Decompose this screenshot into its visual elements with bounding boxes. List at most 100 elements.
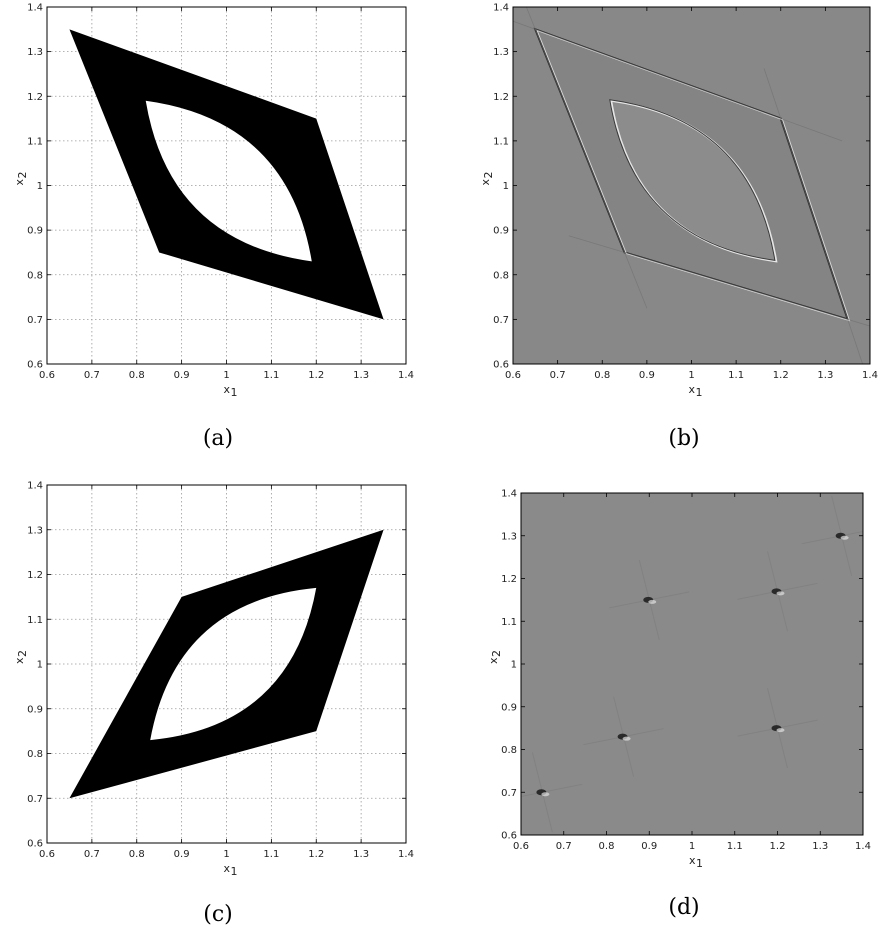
- y-tick-label: 1.3: [501, 531, 517, 542]
- hole-edge-shadow: [609, 99, 776, 261]
- y-tick-label: 1.4: [501, 489, 517, 500]
- x-tick-label: 0.9: [639, 370, 655, 381]
- subplot-a: 0.6 0.7 0.8 0.9 1 1.1 1.2 1.3 1.4 0.6 0.7 0.8 0.9 1 1.…: [13, 3, 414, 452]
- x-tick-label: 1: [689, 841, 695, 852]
- corner-point-light: [622, 736, 631, 741]
- x-tick-label: 0.7: [550, 370, 566, 381]
- x-tick-label: 0.6: [513, 841, 529, 852]
- y-tick-label: 0.7: [501, 788, 517, 799]
- y-tick-label: 0.8: [27, 270, 43, 281]
- y-axis-label-subscript: 2: [16, 172, 29, 179]
- y-tick-label: 1: [503, 181, 509, 192]
- y-axis-label-subscript: 2: [16, 650, 29, 657]
- y-tick-label: 1.4: [27, 3, 43, 14]
- corner-point-light: [776, 591, 785, 596]
- x-tick-label: 0.6: [39, 370, 55, 381]
- y-tick-label: 1: [37, 181, 43, 192]
- y-tick-label: 1.3: [27, 525, 43, 536]
- y-tick-label: 0.6: [27, 839, 43, 850]
- y-axis-label-subscript: 2: [490, 650, 503, 657]
- outer-edge-highlight: [536, 29, 851, 322]
- subplot-b: 0.6 0.7 0.8 0.9 1 1.1 1.2 1.3 1.4 0.6 0.7 0.8 0.9 1 1.…: [479, 3, 878, 452]
- x-tick-label: 1.2: [308, 849, 324, 860]
- x-tick-label: 1: [223, 370, 229, 381]
- x-tick-label: 1.3: [817, 370, 833, 381]
- y-tick-label: 0.9: [493, 226, 509, 237]
- x-axis-label: x: [224, 383, 231, 396]
- subplot-d: 0.6 0.7 0.8 0.9 1 1.1 1.2 1.3 1.4 0.6 0.7 0.8 0.9 1 1.…: [487, 489, 871, 921]
- y-tick-label: 0.9: [27, 226, 43, 237]
- y-tick-label: 1.3: [27, 47, 43, 58]
- y-tick-label: 1.1: [493, 136, 509, 147]
- y-tick-label: 0.6: [27, 360, 43, 371]
- x-axis-label: x: [689, 383, 696, 396]
- x-tick-label: 1.4: [398, 849, 414, 860]
- subfigure-caption: (c): [203, 902, 233, 927]
- x-tick-label: 0.8: [599, 841, 615, 852]
- y-axis-label: x: [479, 179, 492, 186]
- y-tick-label: 0.7: [493, 315, 509, 326]
- x-tick-label: 0.6: [505, 370, 521, 381]
- y-tick-label: 1.2: [27, 92, 43, 103]
- x-tick-label: 0.8: [594, 370, 610, 381]
- subplot-c: 0.6 0.7 0.8 0.9 1 1.1 1.2 1.3 1.4 0.6 0.7 0.8 0.9 1 1.…: [13, 481, 414, 928]
- x-tick-label: 0.9: [174, 849, 190, 860]
- subfigure-caption: (b): [668, 426, 699, 451]
- x-tick-label: 1.1: [727, 841, 743, 852]
- x-axis-label-subscript: 1: [696, 857, 703, 870]
- x-tick-label: 1.4: [855, 841, 871, 852]
- y-axis-label: x: [487, 657, 500, 664]
- x-tick-label: 1.2: [773, 370, 789, 381]
- corner-point-light: [776, 728, 785, 733]
- x-tick-label: 1.2: [308, 370, 324, 381]
- x-tick-label: 0.9: [174, 370, 190, 381]
- x-tick-label: 1.4: [398, 370, 414, 381]
- y-tick-label: 1.4: [493, 3, 509, 14]
- x-tick-label: 0.9: [641, 841, 657, 852]
- x-axis-label-subscript: 1: [231, 386, 238, 399]
- y-tick-label: 1: [511, 660, 517, 671]
- y-axis-label-subscript: 2: [482, 172, 495, 179]
- x-tick-label: 1.2: [770, 841, 786, 852]
- y-tick-label: 1.2: [27, 570, 43, 581]
- x-tick-label: 0.6: [39, 849, 55, 860]
- corner-point-light: [541, 792, 550, 797]
- y-tick-label: 1.2: [501, 574, 517, 585]
- x-tick-label: 0.8: [129, 370, 145, 381]
- y-tick-label: 0.6: [501, 831, 517, 842]
- x-tick-label: 1.3: [812, 841, 828, 852]
- y-tick-label: 0.8: [501, 745, 517, 756]
- x-axis-label-subscript: 1: [696, 386, 703, 399]
- corner-point-light: [648, 599, 657, 604]
- x-tick-label: 1.1: [263, 370, 279, 381]
- x-tick-label: 1.1: [728, 370, 744, 381]
- edge-artifact-line: [525, 7, 648, 309]
- corner-point-light: [840, 535, 849, 540]
- image-area: [521, 493, 863, 835]
- x-axis-label: x: [224, 862, 231, 875]
- subfigure-caption: (a): [203, 426, 233, 451]
- x-tick-label: 0.8: [129, 849, 145, 860]
- y-tick-label: 1: [37, 660, 43, 671]
- y-tick-label: 1.1: [27, 136, 43, 147]
- x-axis-label-subscript: 1: [231, 865, 238, 878]
- shape-region: [69, 529, 384, 799]
- x-tick-label: 1.4: [862, 370, 878, 381]
- y-tick-label: 1.4: [27, 481, 43, 492]
- y-tick-label: 0.9: [501, 702, 517, 713]
- y-tick-label: 0.7: [27, 315, 43, 326]
- y-tick-label: 1.1: [501, 617, 517, 628]
- y-tick-label: 0.7: [27, 794, 43, 805]
- x-tick-label: 1.3: [353, 370, 369, 381]
- x-tick-label: 1.3: [353, 849, 369, 860]
- x-tick-label: 0.7: [84, 849, 100, 860]
- x-axis-label: x: [689, 854, 696, 867]
- y-tick-label: 0.9: [27, 704, 43, 715]
- y-tick-label: 0.8: [27, 749, 43, 760]
- x-tick-label: 0.7: [84, 370, 100, 381]
- y-tick-label: 1.3: [493, 47, 509, 58]
- y-axis-label: x: [13, 179, 26, 186]
- shape-region: [69, 29, 384, 320]
- x-tick-label: 0.7: [556, 841, 572, 852]
